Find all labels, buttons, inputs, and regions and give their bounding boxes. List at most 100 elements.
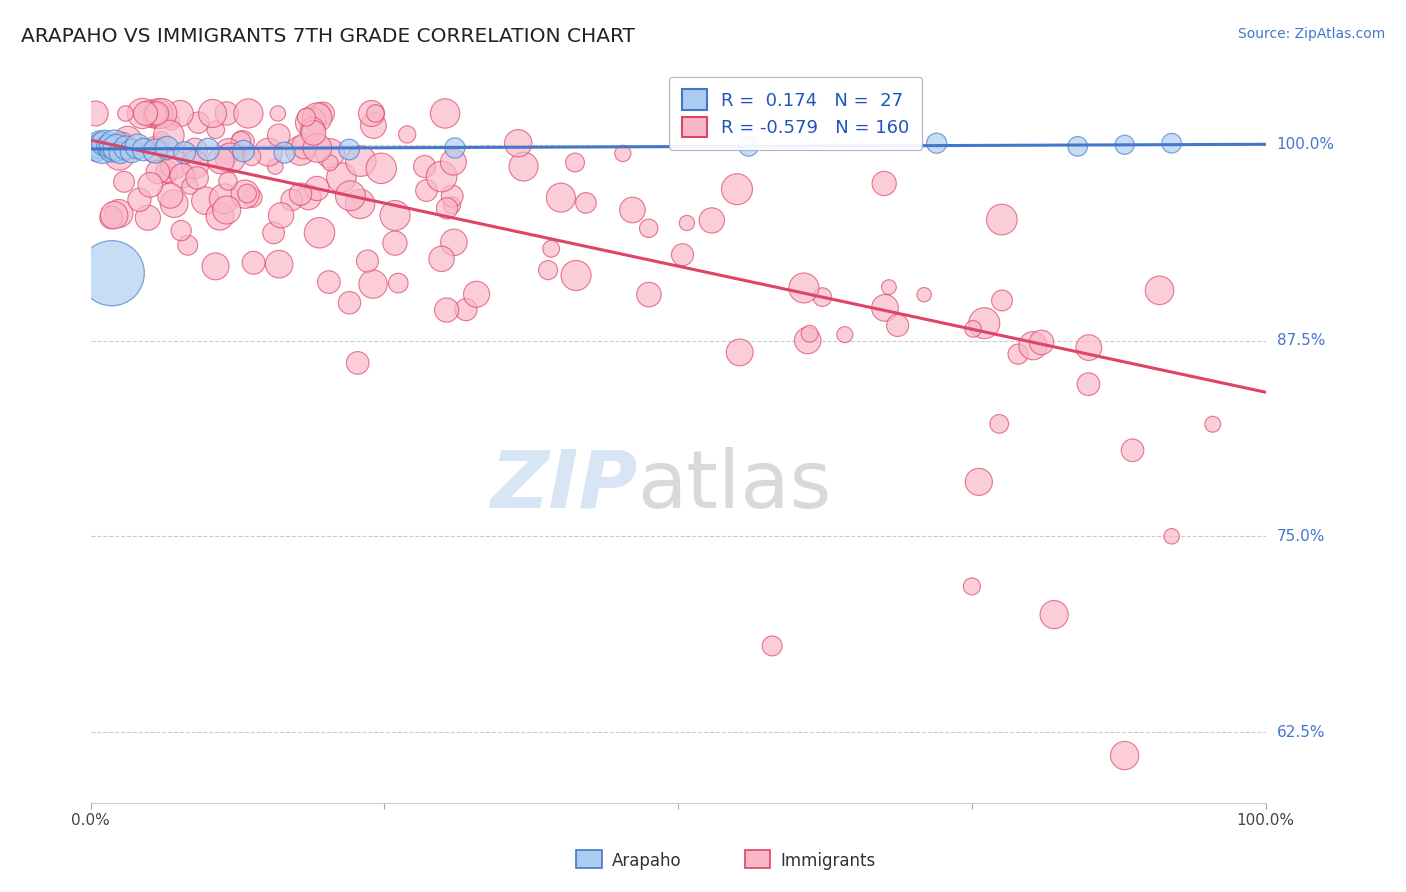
Point bbox=[1202, 417, 1225, 432]
Point bbox=[86, 143, 108, 157]
Point bbox=[305, 181, 328, 195]
Point bbox=[387, 276, 409, 290]
Point bbox=[163, 157, 186, 171]
Point bbox=[146, 106, 169, 120]
Point bbox=[370, 161, 392, 176]
Legend: R =  0.174   N =  27, R = -0.579   N = 160: R = 0.174 N = 27, R = -0.579 N = 160 bbox=[669, 77, 922, 150]
Point bbox=[264, 160, 287, 174]
Point bbox=[112, 175, 135, 189]
Point bbox=[349, 197, 371, 211]
Point bbox=[396, 128, 419, 142]
Text: ZIP: ZIP bbox=[489, 447, 637, 524]
Point bbox=[236, 186, 259, 201]
Point bbox=[384, 236, 406, 251]
Point bbox=[132, 143, 155, 157]
Point bbox=[89, 137, 111, 152]
Point bbox=[139, 178, 162, 192]
Point bbox=[121, 144, 143, 158]
Point bbox=[339, 295, 361, 310]
Point bbox=[233, 187, 256, 202]
Point bbox=[761, 639, 783, 653]
Point bbox=[811, 290, 834, 304]
Point bbox=[454, 302, 477, 317]
Point bbox=[115, 141, 138, 155]
Point bbox=[292, 139, 315, 153]
Point bbox=[1160, 136, 1182, 151]
Point bbox=[728, 345, 751, 359]
Point bbox=[215, 106, 238, 120]
Point bbox=[160, 115, 183, 129]
Text: atlas: atlas bbox=[637, 447, 831, 524]
Point bbox=[212, 192, 235, 206]
Point bbox=[796, 334, 818, 348]
Point bbox=[209, 153, 232, 168]
Point bbox=[215, 202, 238, 217]
Point bbox=[967, 475, 990, 489]
Point bbox=[637, 221, 659, 235]
Point bbox=[100, 211, 122, 225]
Point bbox=[436, 303, 458, 318]
Point bbox=[886, 318, 908, 333]
Point bbox=[100, 143, 122, 157]
Point bbox=[108, 145, 131, 160]
Point bbox=[537, 263, 560, 277]
Point bbox=[97, 139, 120, 153]
Point bbox=[146, 165, 169, 179]
Point bbox=[307, 111, 329, 125]
Point bbox=[146, 106, 169, 120]
Point bbox=[240, 149, 263, 163]
Point bbox=[302, 126, 325, 140]
Point bbox=[443, 235, 465, 250]
Point bbox=[270, 208, 292, 222]
Point bbox=[217, 174, 239, 188]
Point bbox=[197, 143, 219, 157]
Point bbox=[441, 155, 464, 169]
Point bbox=[184, 157, 207, 171]
Point bbox=[169, 106, 191, 120]
Point bbox=[108, 148, 131, 162]
Point bbox=[267, 128, 290, 143]
Point bbox=[873, 177, 896, 191]
Point bbox=[638, 287, 661, 301]
Point bbox=[319, 146, 342, 161]
Point bbox=[962, 322, 984, 336]
Point bbox=[309, 106, 332, 120]
Point bbox=[1031, 335, 1053, 350]
Point bbox=[671, 248, 693, 262]
Point bbox=[280, 193, 302, 207]
Point bbox=[676, 216, 699, 230]
Point bbox=[360, 106, 382, 120]
Point bbox=[350, 154, 373, 169]
Point bbox=[540, 242, 562, 256]
Point bbox=[127, 139, 149, 153]
Point bbox=[290, 144, 312, 158]
Point bbox=[163, 196, 186, 211]
Point bbox=[93, 136, 115, 151]
Point bbox=[219, 151, 242, 165]
Point bbox=[612, 146, 634, 161]
Point bbox=[204, 260, 226, 274]
Point bbox=[508, 136, 530, 151]
Point bbox=[179, 179, 201, 194]
Point bbox=[1077, 377, 1099, 392]
Point bbox=[232, 135, 254, 149]
Point bbox=[1077, 341, 1099, 355]
Point bbox=[128, 193, 150, 207]
Point bbox=[737, 139, 759, 153]
Point bbox=[139, 106, 162, 120]
Point bbox=[363, 119, 385, 133]
Point bbox=[793, 281, 815, 295]
Point bbox=[725, 182, 748, 196]
Point bbox=[1022, 339, 1045, 353]
Point bbox=[512, 160, 534, 174]
Point bbox=[229, 134, 252, 148]
Point bbox=[170, 224, 193, 238]
Point bbox=[415, 184, 437, 198]
Point bbox=[201, 106, 224, 120]
Point bbox=[1121, 443, 1143, 458]
Point bbox=[413, 160, 436, 174]
Point bbox=[988, 417, 1011, 431]
Point bbox=[103, 137, 125, 152]
Point bbox=[145, 109, 167, 123]
Point bbox=[308, 226, 330, 240]
